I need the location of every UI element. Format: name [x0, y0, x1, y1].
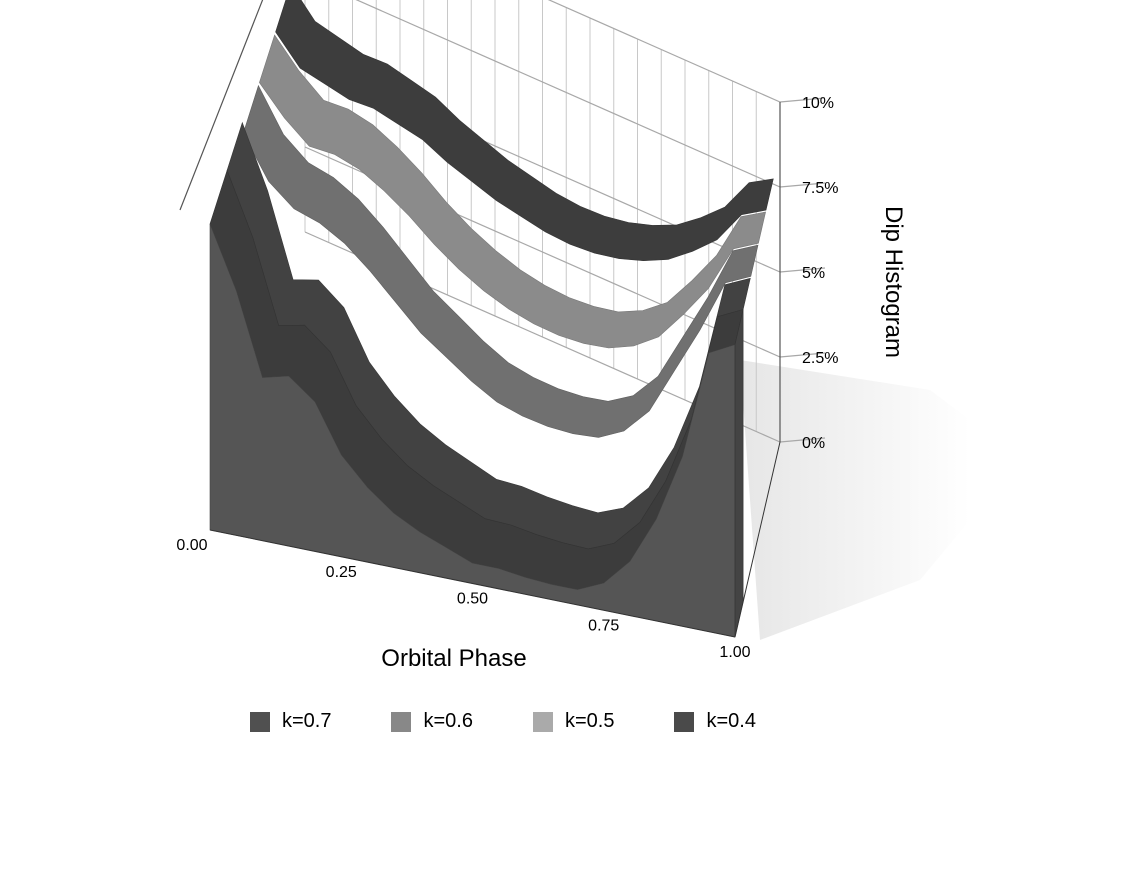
y-tick-label: 5% — [802, 265, 825, 282]
y-tick-label: 10% — [802, 95, 834, 112]
grid-line-horizontal — [547, 0, 781, 103]
series-ribbon-k=0.4 — [275, 0, 774, 262]
tick-mark — [779, 97, 826, 103]
front-face — [209, 223, 736, 638]
legend: k=0.7 k=0.6 k=0.5 k=0.4 — [250, 710, 816, 733]
legend-item: k=0.4 — [674, 710, 756, 733]
x-tick-label: 0.75 — [588, 617, 619, 634]
legend-item: k=0.5 — [532, 710, 615, 733]
legend-swatch — [674, 711, 695, 732]
tick-mark — [779, 267, 826, 273]
legend-label: k=0.6 — [423, 710, 473, 732]
chart-shadow — [740, 360, 970, 640]
labels-layer: Orbital Phase Dip Histogram — [381, 206, 907, 672]
y-tick-label: 2.5% — [802, 350, 838, 367]
y-tick-label: 0% — [802, 435, 825, 452]
x-axis-title: Orbital Phase — [381, 645, 526, 672]
x-tick-label: 0.50 — [457, 591, 488, 608]
tick-mark — [779, 437, 826, 443]
floor-right-edge — [734, 441, 781, 638]
tick-mark — [779, 182, 826, 188]
legend-swatch — [532, 711, 553, 732]
tick-mark — [779, 352, 826, 358]
y-axis-title: Dip Histogram — [880, 206, 907, 358]
right-end-cap — [734, 309, 744, 638]
legend-label: k=0.5 — [564, 710, 615, 732]
x-tick-label: 0.00 — [176, 537, 207, 554]
left-wall-edge — [179, 0, 264, 211]
legend-label: k=0.4 — [706, 710, 756, 732]
legend-item: k=0.7 — [250, 710, 331, 733]
legend-swatch — [391, 711, 412, 732]
x-axis-line — [209, 529, 736, 638]
legend-label: k=0.7 — [282, 710, 332, 732]
series-ribbon-k=0.5 — [259, 34, 766, 349]
x-tick-label: 1.00 — [719, 644, 750, 661]
legend-item: k=0.6 — [391, 710, 473, 733]
legend-swatch — [250, 711, 270, 732]
series-ribbon-k=0.6 — [242, 84, 759, 438]
grid-line-horizontal — [355, 0, 781, 188]
front-face-layer: 0.00 0.25 0.50 0.75 1.00 — [176, 169, 781, 661]
x-tick-label: 0.25 — [326, 564, 357, 581]
y-tick-label: 7.5% — [802, 180, 838, 197]
